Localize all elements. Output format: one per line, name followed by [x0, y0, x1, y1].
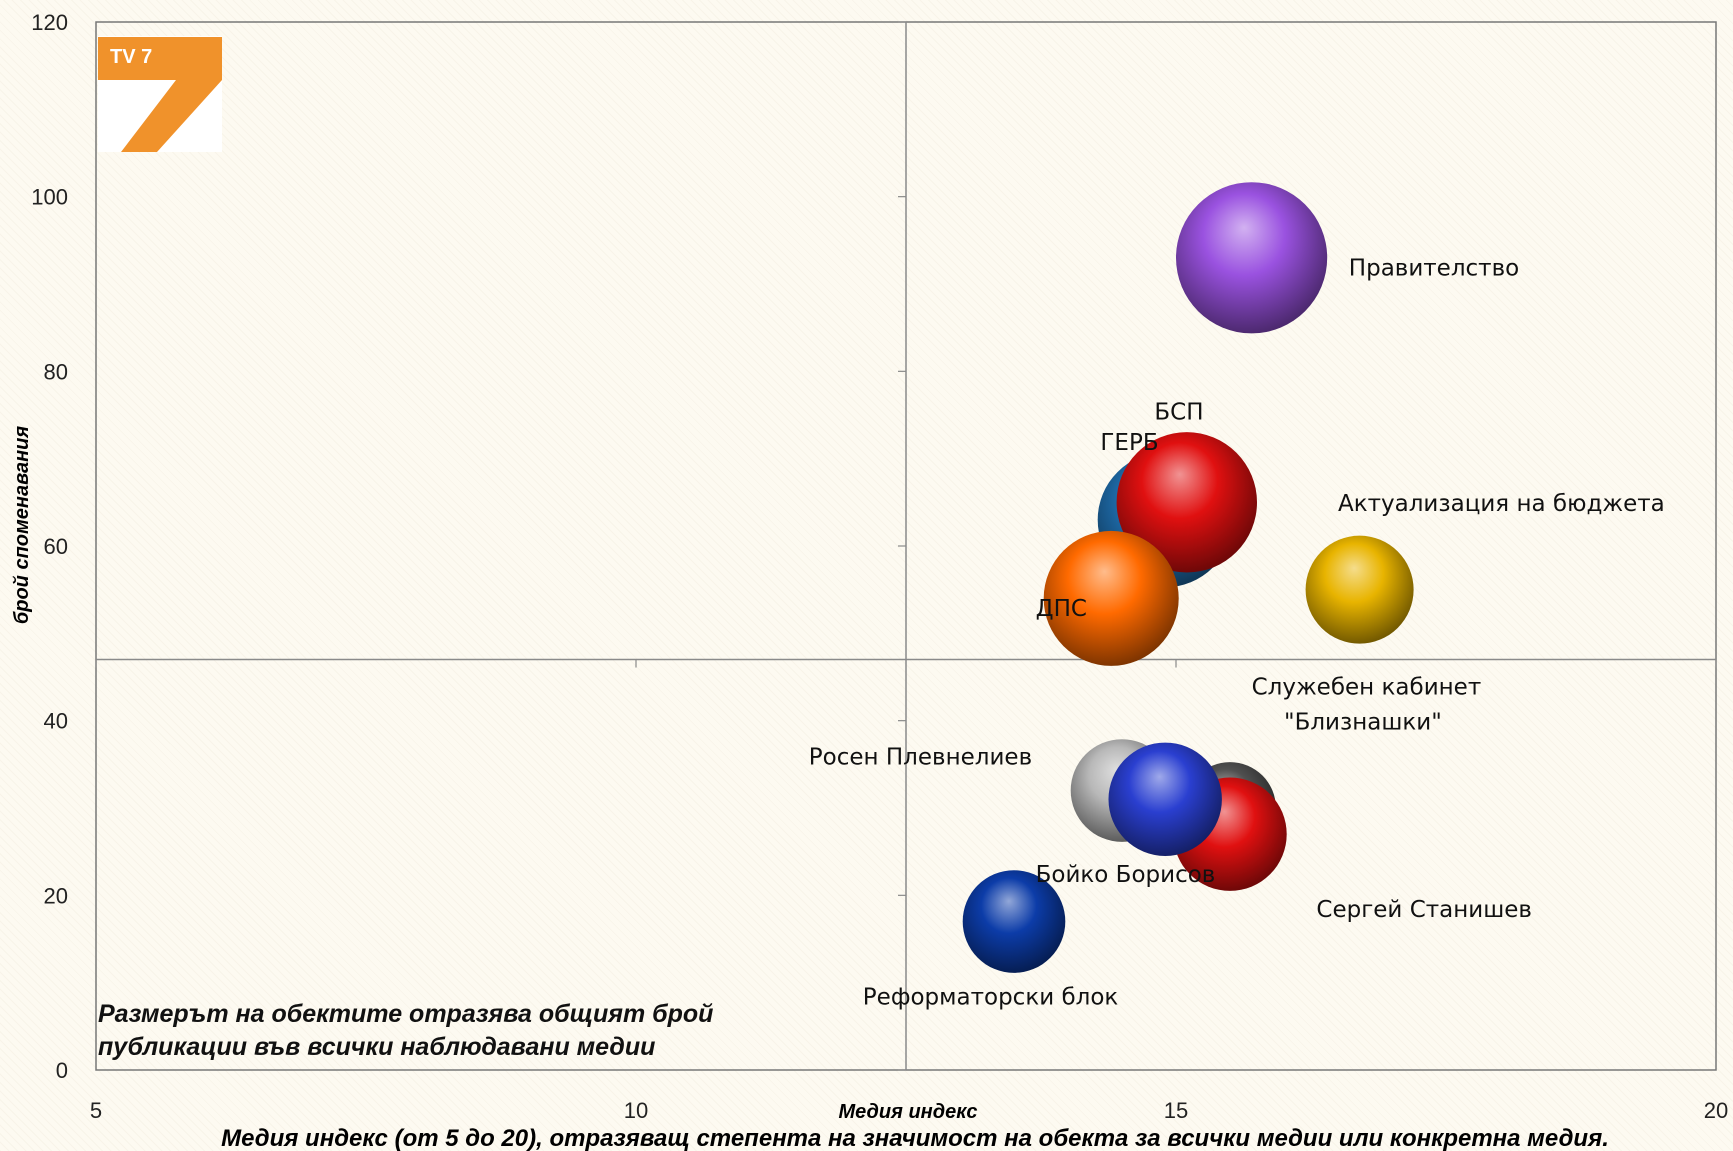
bubble-label: Бойко Борисов	[1036, 862, 1216, 888]
bubble-label: ГЕРБ	[1100, 430, 1158, 456]
bubble-label: "Близнашки"	[1284, 709, 1442, 735]
bubble-label: БСП	[1154, 399, 1203, 425]
bubble-10	[962, 870, 1066, 973]
bubble-label: Реформаторски блок	[863, 985, 1119, 1011]
bubble-4	[1116, 432, 1258, 573]
y-tick-label: 80	[44, 359, 68, 384]
bubble-5	[1043, 530, 1179, 666]
bubble-label: Росен Плевнелиев	[809, 744, 1032, 770]
y-tick-label: 20	[44, 883, 68, 908]
bubble-label: Актуализация на бюджета	[1338, 491, 1665, 517]
x-tick-label: 20	[1704, 1098, 1728, 1123]
y-tick-label: 40	[44, 709, 68, 734]
x-tick-label: 10	[624, 1098, 648, 1123]
bubble-9	[1108, 742, 1222, 856]
axis-ticks: 0 20 40 60 80 100 120 5 10 15 20	[31, 10, 1728, 1123]
y-axis-title: брой споменавания	[11, 426, 33, 625]
note-line-2: публикации във всички наблюдавани медии	[98, 1033, 655, 1061]
bubble-label: Сергей Станишев	[1316, 897, 1532, 923]
tv7-logo: TV 7	[98, 36, 222, 152]
bubble-2	[1305, 535, 1414, 644]
bubble-label: Служебен кабинет	[1252, 674, 1482, 700]
x-tick-label: 5	[90, 1098, 102, 1123]
bubble-label: Правителство	[1349, 255, 1519, 281]
x-tick-label: 15	[1164, 1098, 1188, 1123]
y-tick-label: 100	[31, 185, 68, 210]
footnote: Медия индекс (от 5 до 20), отразяващ сте…	[221, 1125, 1609, 1151]
bubble-label: ДПС	[1036, 596, 1087, 622]
y-tick-label: 60	[44, 534, 68, 559]
note-line-1: Размерът на обектите отразява общият бро…	[98, 1000, 713, 1028]
logo-text: TV 7	[110, 46, 152, 68]
y-tick-label: 120	[31, 10, 68, 35]
bubble-labels: Правителство Актуализация на бюджета ГЕРБ Б…	[809, 255, 1665, 1010]
bubble-1	[1176, 182, 1328, 334]
y-tick-label: 0	[56, 1058, 68, 1083]
x-axis-title: Медия индекс	[839, 1101, 978, 1123]
bubbles	[962, 182, 1414, 973]
